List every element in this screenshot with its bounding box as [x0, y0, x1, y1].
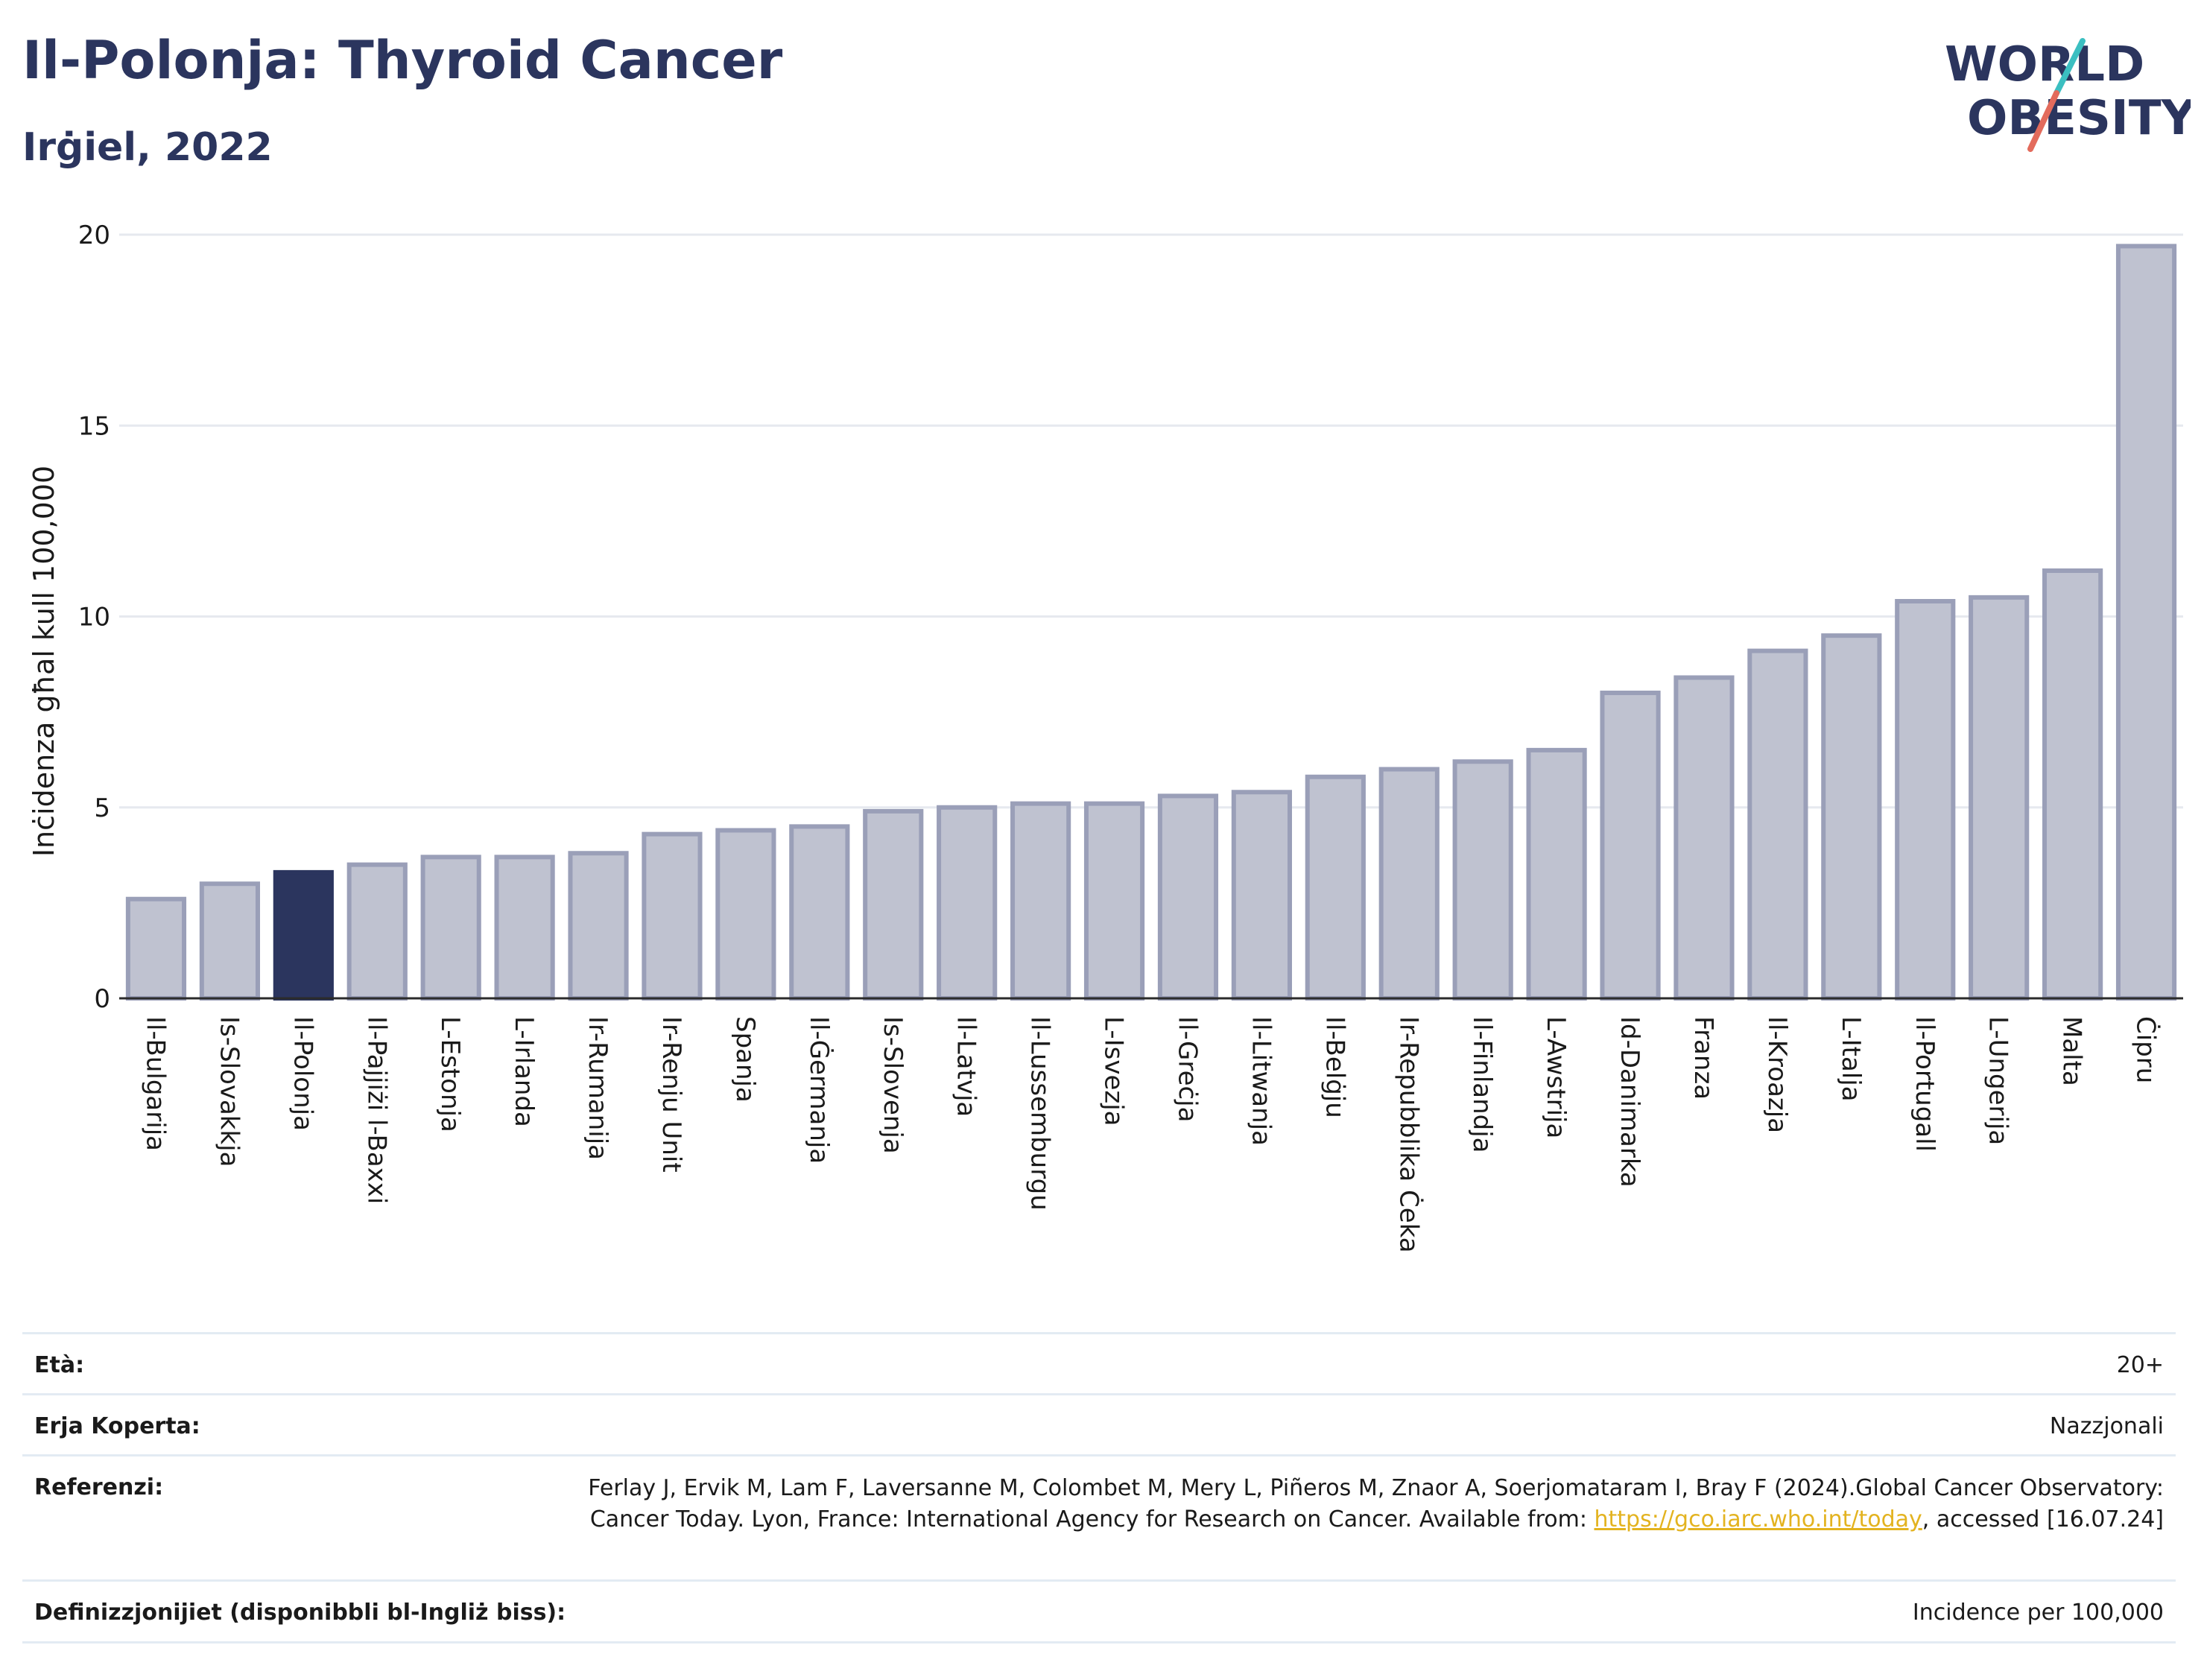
y-axis-title: Inċidenza għal kull 100,000 [28, 466, 60, 857]
age-label: Età: [34, 1352, 85, 1378]
bar [1600, 691, 1661, 1001]
area-value: Nazzjonali [2049, 1413, 2164, 1439]
x-tick-label: Il-Bulgarija [140, 1016, 170, 1151]
bar [1231, 790, 1292, 1001]
x-tick-label: Il-Lussemburgu [1025, 1016, 1055, 1211]
definitions-value: Incidence per 100,000 [1912, 1600, 2164, 1626]
meta-row-age: Età: 20+ [22, 1332, 2176, 1394]
references-label: Referenzi: [34, 1474, 164, 1500]
bar [273, 869, 334, 1001]
bar [125, 896, 187, 1001]
x-tick-label: Il-Pajjiżi l-Baxxi [361, 1016, 391, 1204]
x-tick-label: Il-Finlandja [1467, 1016, 1497, 1153]
bar [1452, 759, 1513, 1001]
x-tick-label: Malta [2057, 1016, 2087, 1086]
x-tick-label: Id-Danimarka [1615, 1016, 1644, 1188]
x-tick-label: Il-Greċja [1172, 1016, 1202, 1122]
bar [642, 831, 703, 1001]
bar [1673, 675, 1735, 1001]
bar [2115, 244, 2177, 1001]
references-text: Ferlay J, Ervik M, Lam F, Laversanne M, … [588, 1475, 2164, 1532]
bar [1747, 648, 1808, 1001]
x-tick-label: Il-Latvja [951, 1016, 981, 1117]
bar [1895, 599, 1956, 1001]
bar [1010, 801, 1071, 1001]
x-tick-label: Is-Slovenja [878, 1016, 908, 1154]
references-link[interactable]: https://gco.iarc.who.int/today [1594, 1506, 1922, 1532]
bar [2042, 568, 2103, 1001]
meta-row-definitions: Definizzjonijiet (disponibbli bl-Ingliż … [22, 1579, 2176, 1643]
x-tick-label: L-Estonja [435, 1016, 465, 1132]
meta-row-references: Referenzi: Ferlay J, Ervik M, Lam F, Lav… [22, 1454, 2176, 1582]
y-tick-label: 15 [78, 411, 110, 441]
x-tick-label: Il-Litwanja [1246, 1016, 1276, 1146]
x-tick-label: Ċipru [2131, 1016, 2162, 1083]
x-tick-label: L-Isvezja [1099, 1016, 1129, 1126]
x-tick-label: Is-Slovakkja [214, 1016, 244, 1167]
x-tick-label: Spanja [730, 1016, 760, 1103]
bar [420, 855, 481, 1001]
x-tick-label: Ir-Repubblika Ċeka [1393, 1016, 1424, 1253]
world-obesity-logo: WORLD OBESITY [1945, 37, 2191, 152]
bar [1083, 801, 1145, 1001]
y-tick-label: 5 [94, 793, 110, 823]
chart-subtitle: Irġiel, 2022 [22, 125, 273, 170]
x-tick-label: Il-Kroazja [1762, 1016, 1792, 1133]
x-tick-label: Ir-Rumanija [583, 1016, 612, 1160]
x-tick-label: Il-Polonja [288, 1016, 317, 1131]
bar-chart: 0 5 10 15 20 Inċidenza għal kull 100,000 Il-Bu… [28, 221, 2183, 1253]
meta-row-area: Erja Koperta: Nazzjonali [22, 1393, 2176, 1455]
bar [568, 851, 629, 1001]
logo-text-obesity: OBESITY [1967, 91, 2191, 146]
logo-text-world: WORLD [1945, 37, 2144, 92]
x-tick-label: Il-Portugall [1910, 1016, 1939, 1152]
area-label: Erja Koperta: [34, 1413, 200, 1439]
bar [715, 828, 776, 1001]
y-tick-label: 0 [94, 984, 110, 1014]
bar [1526, 747, 1587, 1001]
x-tick-label: L-Ungerija [1983, 1016, 2013, 1145]
bar [863, 808, 924, 1001]
y-tick-label: 10 [78, 603, 110, 633]
bar [1821, 633, 1882, 1001]
logo-slash-red [2027, 90, 2059, 152]
bar [1305, 774, 1366, 1001]
bar [1157, 793, 1219, 1001]
x-tick-label: L-Italja [1836, 1016, 1866, 1102]
logo-slash-teal [2053, 38, 2086, 96]
age-value: 20+ [2116, 1352, 2164, 1378]
bar [789, 824, 850, 1001]
references-accessed: , accessed [16.07.24] [1922, 1506, 2164, 1532]
chart-title: Il-Polonja: Thyroid Cancer [22, 30, 783, 91]
x-tick-label: Il-Belġju [1320, 1016, 1349, 1118]
bar [1969, 595, 2030, 1001]
bar [494, 855, 555, 1001]
y-tick-label: 20 [78, 221, 110, 250]
x-tick-label: Il-Ġermanja [804, 1016, 835, 1164]
bar [1378, 767, 1440, 1001]
definitions-label: Definizzjonijiet (disponibbli bl-Ingliż … [34, 1600, 566, 1626]
x-tick-label: Franza [1688, 1016, 1718, 1100]
bar [199, 881, 260, 1001]
x-tick-label: L-Irlanda [509, 1016, 539, 1127]
references-value: Ferlay J, Ervik M, Lam F, Laversanne M, … [525, 1473, 2164, 1535]
bar [346, 862, 408, 1001]
bar [937, 805, 998, 1001]
x-tick-label: Ir-Renju Unit [656, 1016, 686, 1173]
x-tick-label: L-Awstrija [1541, 1016, 1571, 1138]
